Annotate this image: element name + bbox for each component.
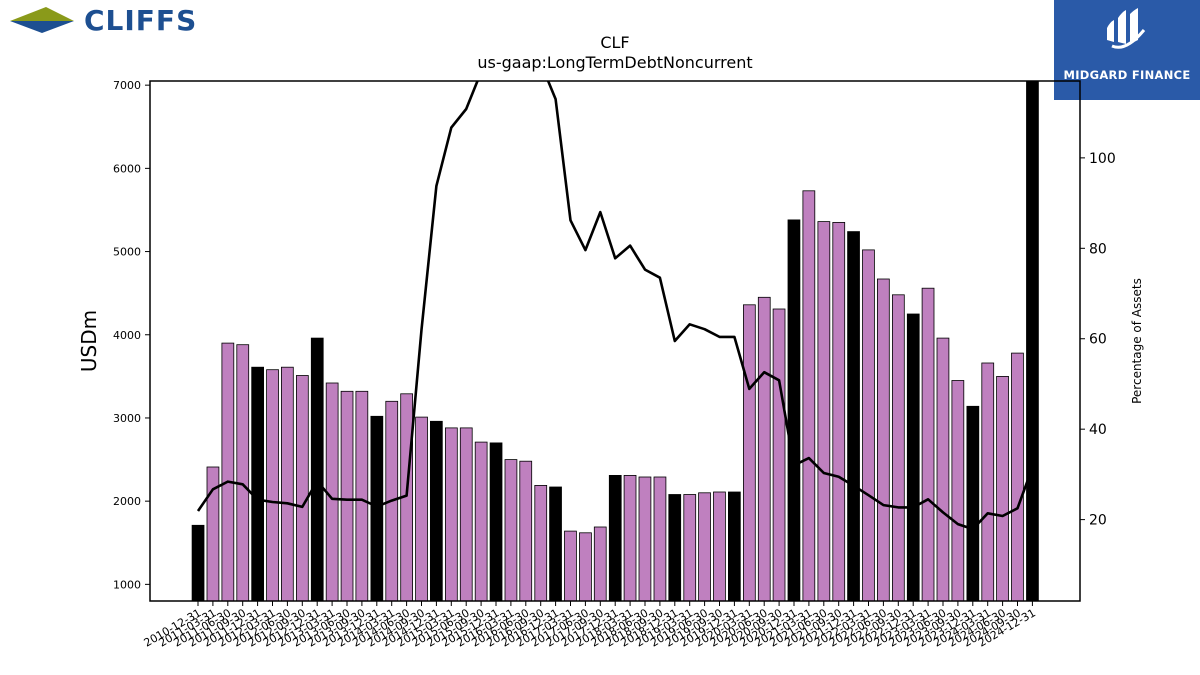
bar-2024-03-31 [981, 362, 995, 602]
bar-2014-09-30 [415, 416, 428, 602]
bar-2015-12-31 [489, 442, 503, 602]
bar-2019-09-30 [713, 491, 726, 602]
bar-2018-12-31 [668, 494, 682, 602]
bar-2022-06-30 [877, 278, 890, 602]
bar-2024-09-30 [1011, 352, 1024, 602]
bar-2021-03-31 [802, 190, 816, 602]
bar-2015-09-30 [474, 441, 488, 602]
bar-2017-06-30 [579, 532, 592, 602]
cliffs-logo-text: CLIFFS [84, 4, 198, 37]
bar-2017-03-31 [564, 530, 577, 602]
left-tick-label-2000: 2000 [113, 495, 141, 508]
midgard-logo-text: MIDGARD FINANCE [1063, 68, 1191, 82]
bar-2016-06-30 [519, 460, 533, 602]
bar-2011-06-30 [221, 342, 235, 602]
bar-2020-03-31 [743, 304, 756, 602]
bar-2023-03-31 [921, 287, 935, 602]
right-tick-label-80: 80 [1089, 241, 1107, 257]
bar-2012-06-30 [280, 366, 294, 602]
left-tick-label-1000: 1000 [113, 578, 141, 591]
bar-2016-09-30 [534, 484, 548, 602]
bar-2011-09-30 [236, 344, 250, 602]
y-axis-label-right: Percentage of Assets [1130, 278, 1144, 404]
bar-2015-03-31 [444, 427, 458, 602]
right-tick-label-60: 60 [1089, 332, 1107, 348]
bar-2012-09-30 [295, 375, 309, 602]
bar-2012-03-31 [266, 369, 279, 602]
bar-2019-06-30 [698, 492, 711, 602]
bar-2019-03-31 [683, 494, 697, 602]
bar-2018-06-30 [638, 476, 652, 602]
bar-2017-12-31 [608, 474, 622, 602]
left-tick-label-4000: 4000 [113, 329, 141, 342]
left-tick-label-7000: 7000 [113, 79, 141, 92]
chart-subtitle: us-gaap:LongTermDebtNoncurrent [477, 53, 753, 72]
cliffs-logo: CLIFFS [8, 4, 197, 37]
left-tick-label-6000: 6000 [113, 162, 141, 175]
bar-2022-09-30 [892, 294, 905, 602]
bar-2016-12-31 [549, 486, 562, 602]
bar-2021-06-30 [817, 221, 831, 602]
bar-2018-03-31 [623, 474, 637, 602]
bar-2010-12-31 [191, 524, 205, 602]
bar-2018-09-30 [653, 476, 667, 602]
right-tick-label-40: 40 [1089, 422, 1107, 438]
bar-2022-12-31 [906, 313, 920, 602]
bar-2012-12-31 [310, 337, 324, 602]
chart-title: CLF [600, 33, 630, 52]
bar-2023-09-30 [951, 380, 965, 602]
bar-2016-03-31 [504, 459, 518, 602]
bar-2020-06-30 [757, 296, 771, 602]
bar-2023-06-30 [936, 337, 950, 602]
bar-2023-12-31 [966, 405, 980, 602]
bar-2020-12-31 [787, 219, 801, 602]
left-tick-label-3000: 3000 [113, 412, 141, 425]
bar-2024-06-30 [996, 375, 1009, 602]
cliffs-emblem-icon [10, 6, 74, 33]
bar-2021-09-30 [832, 221, 846, 602]
bar-2024-12-31 [1026, 80, 1039, 602]
bar-2022-03-31 [862, 249, 875, 602]
right-tick-label-100: 100 [1089, 151, 1116, 167]
midgard-emblem-icon [1107, 8, 1146, 49]
bar-2013-06-30 [340, 390, 354, 602]
bar-2013-09-30 [355, 390, 369, 602]
left-tick-label-5000: 5000 [113, 246, 141, 259]
right-tick-label-20: 20 [1089, 513, 1107, 529]
line-series-percentage-of-assets [196, 81, 1034, 531]
bar-2014-12-31 [429, 420, 443, 602]
bar-2013-12-31 [370, 415, 384, 602]
bar-2015-06-30 [459, 427, 473, 602]
midgard-finance-logo: MIDGARD FINANCE [1054, 0, 1200, 100]
bar-2011-12-31 [251, 366, 264, 602]
bar-2020-09-30 [772, 308, 786, 602]
y-axis-label-left: USDm [77, 310, 101, 372]
bar-2021-12-31 [847, 231, 860, 602]
bar-2019-12-31 [728, 491, 741, 602]
bar-2017-09-30 [593, 526, 607, 602]
